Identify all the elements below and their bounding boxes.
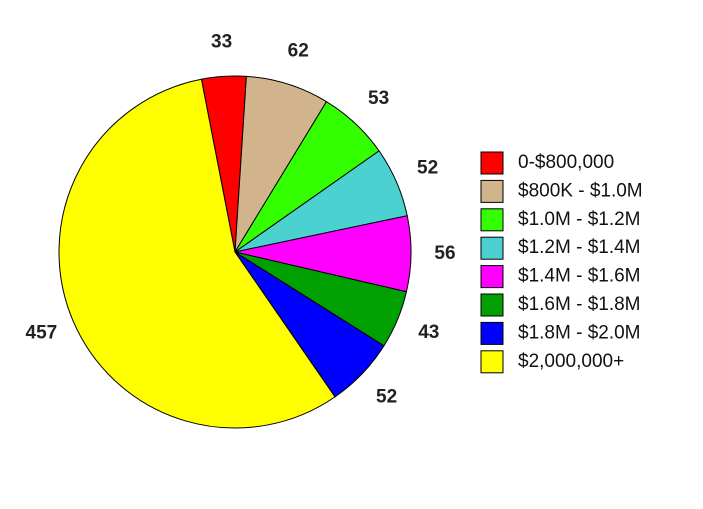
slice-value-label: 52 — [376, 386, 397, 407]
legend-swatch — [480, 293, 504, 317]
pie-slice — [58, 78, 336, 429]
legend-label: $800K - $1.0M — [518, 180, 643, 201]
legend-swatch — [480, 321, 504, 345]
slice-value-label: 457 — [26, 322, 58, 343]
slice-value-label: 56 — [434, 243, 455, 264]
legend-label: $1.8M - $2.0M — [518, 322, 641, 343]
slice-value-label: 33 — [211, 31, 232, 52]
pie-value-labels: 33 62 53 52 56 43 52 457 — [26, 31, 456, 407]
legend-swatch — [480, 265, 504, 289]
slice-value-label: 52 — [417, 157, 438, 178]
slice-value-label: 43 — [418, 322, 439, 343]
legend-label: $2,000,000+ — [518, 351, 624, 372]
legend-label: 0-$800,000 — [518, 152, 614, 173]
slice-value-label: 62 — [288, 41, 309, 62]
legend-label: $1.2M - $1.4M — [518, 237, 641, 258]
slice-value-label: 53 — [368, 88, 389, 109]
pie-slices — [58, 75, 412, 429]
legend-label: $1.6M - $1.8M — [518, 294, 641, 315]
legend: 0-$800,000 $800K - $1.0M $1.0M - $1.2M $1.2… — [480, 151, 643, 374]
legend-swatch — [480, 151, 504, 175]
legend-swatch — [480, 179, 504, 203]
legend-swatch — [480, 236, 504, 260]
legend-label: $1.4M - $1.6M — [518, 266, 641, 287]
legend-swatch — [480, 208, 504, 232]
legend-label: $1.0M - $1.2M — [518, 209, 641, 230]
legend-swatch — [480, 350, 504, 374]
